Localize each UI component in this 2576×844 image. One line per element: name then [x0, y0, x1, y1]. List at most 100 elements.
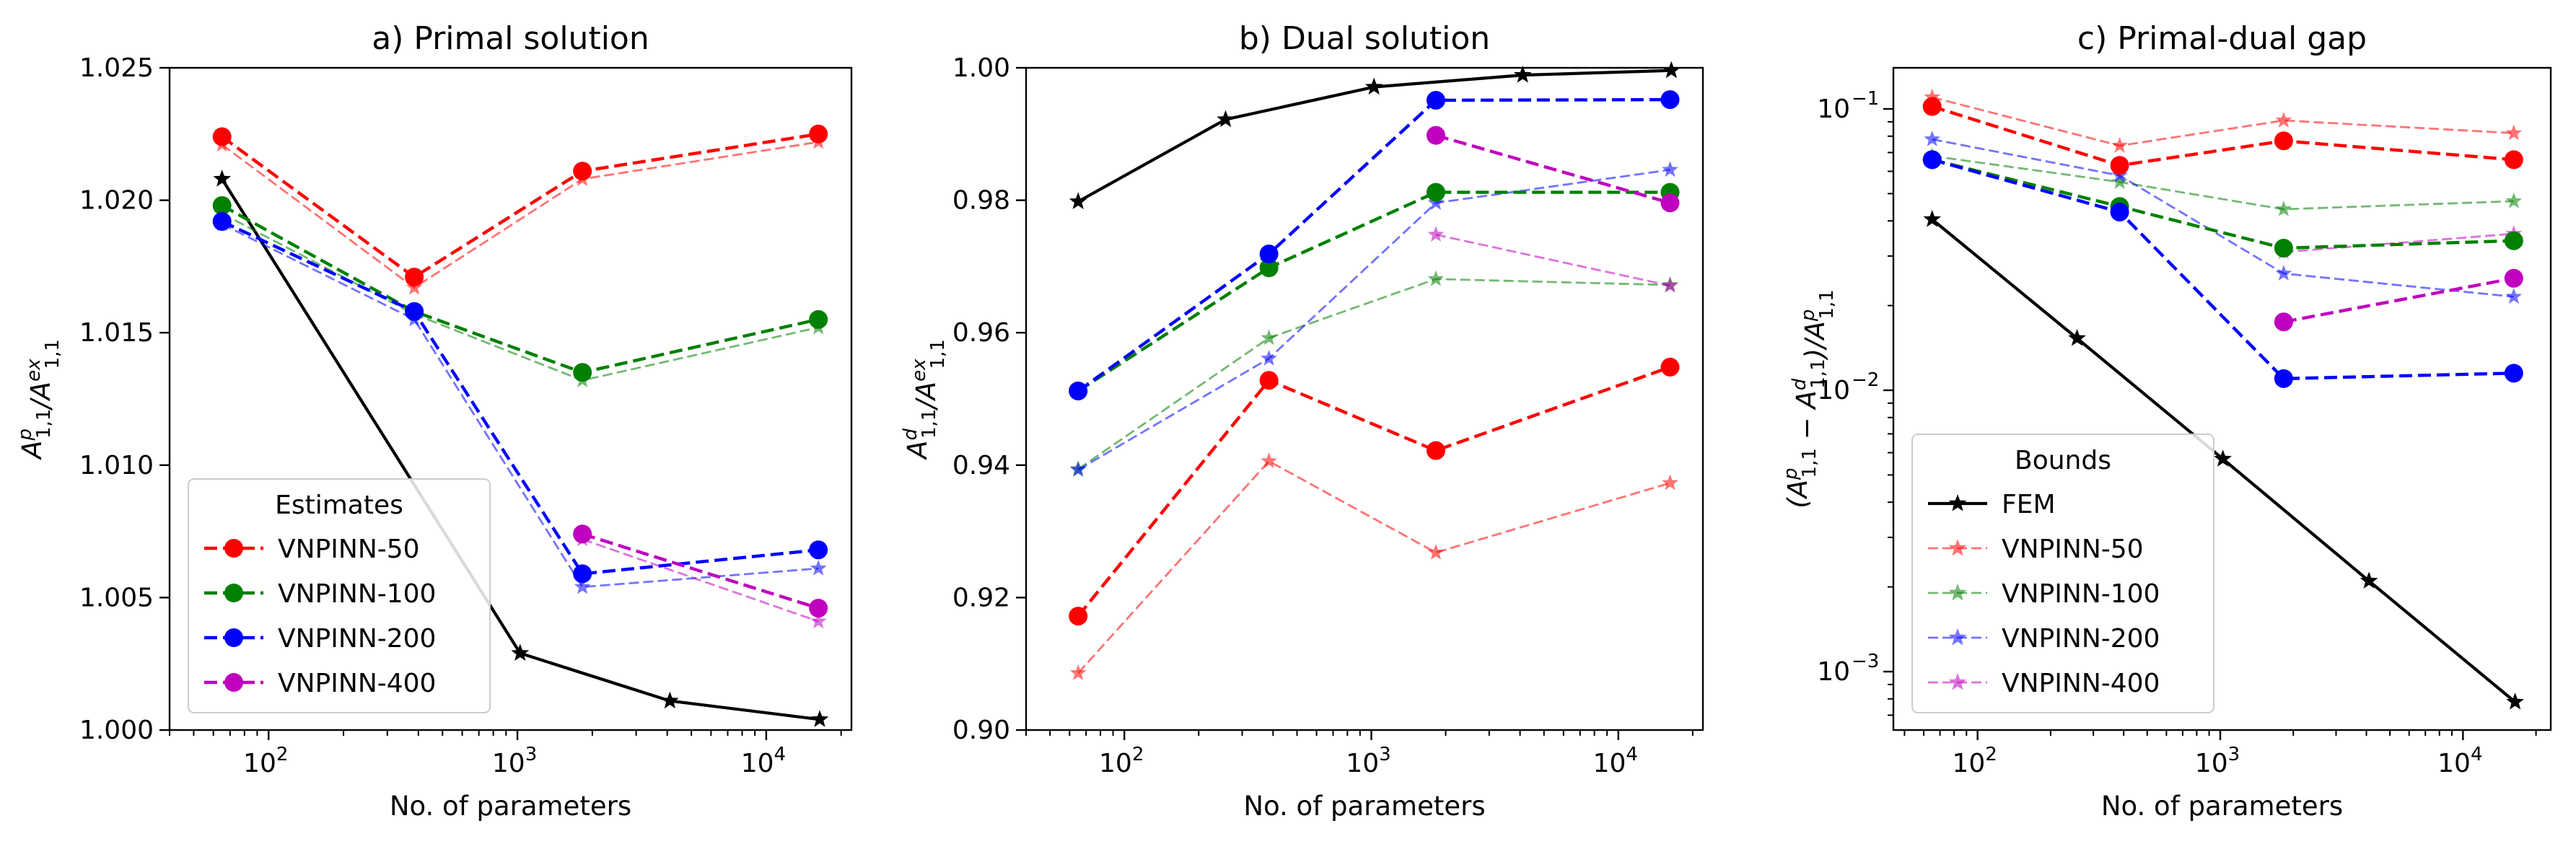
series-line	[1077, 460, 1670, 674]
data-point	[405, 268, 424, 287]
series-line	[221, 220, 819, 576]
series-estimate	[212, 211, 828, 584]
legend-label: FEM	[2002, 490, 2056, 519]
data-point	[1662, 277, 1678, 293]
legend-label: VNPINN-100	[278, 579, 436, 609]
data-point	[1427, 544, 1445, 560]
series-estimate	[1426, 126, 1680, 213]
series-line	[1077, 365, 1671, 617]
series-bound	[1069, 161, 1678, 477]
series-line	[222, 223, 819, 589]
series-estimate	[1069, 357, 1680, 626]
series-estimate	[1922, 150, 2523, 388]
x-axis-label: No. of parameters	[390, 791, 631, 822]
legend-label: VNPINN-50	[2002, 535, 2144, 564]
data-point	[2274, 369, 2293, 388]
legend-swatch-marker	[1948, 494, 1967, 511]
series-estimate	[573, 524, 828, 618]
data-point	[2274, 312, 2293, 332]
y-tick-label: 0.96	[952, 318, 1010, 348]
data-point	[2506, 693, 2524, 710]
data-point	[573, 162, 592, 181]
y-tick-label: 1.000	[79, 716, 154, 745]
data-point	[212, 195, 232, 215]
series-line	[1077, 97, 1670, 392]
legend-box	[188, 478, 491, 713]
data-point	[2504, 268, 2523, 288]
data-point	[1922, 97, 1942, 116]
legend-entry: VNPINN-400	[1928, 669, 2160, 698]
series-bound	[214, 205, 827, 387]
y-tick-label: 0.90	[952, 716, 1010, 745]
data-point	[2274, 238, 2293, 258]
data-point	[1069, 381, 1088, 400]
data-point	[810, 560, 827, 576]
data-point	[1259, 258, 1279, 278]
series-line	[1435, 133, 1671, 205]
series-estimate	[212, 195, 828, 382]
series-line	[1435, 233, 1670, 287]
legend-entry: VNPINN-50	[204, 535, 420, 564]
series-estimate	[1069, 183, 1680, 400]
legend-label: VNPINN-100	[2002, 579, 2160, 609]
legend-entry: VNPINN-400	[204, 669, 436, 698]
x-tick-label: 102	[1952, 744, 1997, 778]
data-point	[809, 124, 828, 144]
series-fem	[1923, 210, 2524, 710]
legend-entry: VNPINN-100	[1928, 579, 2160, 609]
series-estimate	[1922, 97, 2523, 175]
series-fem	[213, 170, 829, 727]
legend-swatch-marker	[1948, 673, 1967, 690]
legend-label: VNPINN-400	[2002, 669, 2160, 698]
data-point	[1660, 357, 1680, 377]
legend: Estimates VNPINN-50 VNPINN-100 VNPINN-200 VN…	[188, 478, 491, 713]
data-point	[1660, 193, 1680, 213]
data-point	[1069, 192, 1087, 209]
data-point	[1924, 131, 1941, 146]
data-point	[1261, 329, 1277, 346]
series-bound	[214, 133, 827, 295]
data-point	[1427, 226, 1445, 242]
series-line	[221, 141, 819, 289]
plot-area	[1922, 88, 2524, 710]
data-point	[1924, 88, 1941, 105]
x-tick-label: 104	[1593, 744, 1638, 778]
x-tick-label: 102	[1099, 744, 1144, 778]
series-line	[1932, 105, 2514, 167]
data-point	[1426, 441, 1445, 460]
data-point	[1513, 66, 1532, 83]
data-point	[2110, 156, 2129, 175]
data-point	[2504, 231, 2523, 250]
legend-entry: VNPINN-100	[204, 579, 436, 609]
y-tick-label: 1.010	[79, 451, 154, 480]
data-point	[1923, 210, 1942, 227]
data-point	[2214, 449, 2232, 467]
series-line	[1932, 138, 2514, 298]
legend-label: VNPINN-50	[278, 535, 420, 564]
series-bound	[1924, 88, 2523, 153]
data-point	[2275, 112, 2292, 128]
legend-label: VNPINN-400	[278, 669, 436, 698]
data-point	[1259, 371, 1279, 390]
panel-3: c) Primal-dual gap 102 103 104 No. of parame…	[1780, 20, 2552, 822]
y-tick-label: 10	[1817, 376, 1850, 405]
legend-entry: VNPINN-200	[1928, 624, 2160, 654]
data-point	[1069, 461, 1087, 477]
data-point	[809, 540, 828, 560]
y-tick-label: 1.00	[952, 53, 1010, 83]
data-point	[573, 524, 592, 544]
series-estimate	[1069, 90, 1680, 400]
series-line	[1932, 154, 2514, 211]
legend: Bounds FEM VNPINN-50 VNPINN-100 VNPINN-200 VN…	[1911, 434, 2214, 713]
axes-frame	[168, 66, 853, 731]
data-point	[1069, 664, 1087, 680]
y-tick-label: 1.005	[79, 583, 154, 612]
data-point	[1662, 474, 1678, 491]
data-point	[1426, 126, 1445, 145]
x-axis-label: No. of parameters	[1243, 791, 1485, 822]
y-tick-label: 1.020	[79, 186, 154, 216]
series-line	[221, 203, 819, 374]
x-tick-label: 103	[492, 744, 537, 778]
series-estimate	[2274, 268, 2523, 332]
